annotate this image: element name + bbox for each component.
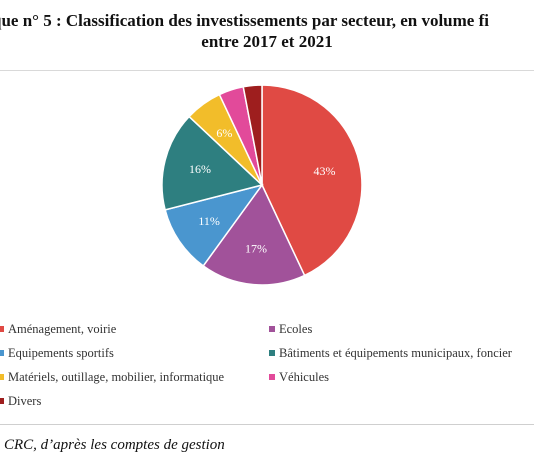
legend-swatch xyxy=(0,398,4,405)
legend-label: Matériels, outillage, mobilier, informat… xyxy=(8,370,225,384)
legend-item-1: Ecoles xyxy=(269,322,312,336)
legend-label: Véhicules xyxy=(279,370,329,384)
legend-label: Equipements sportifs xyxy=(8,346,114,360)
pie-label-1: 17% xyxy=(245,242,267,256)
pie-label-2: 11% xyxy=(198,214,220,228)
pie-slice-6 xyxy=(242,84,263,186)
legend-label: Ecoles xyxy=(279,322,313,336)
legend-swatch xyxy=(269,374,275,381)
legend-item-6: Divers xyxy=(0,394,41,408)
legend-swatch xyxy=(0,326,4,333)
pie-slice-2 xyxy=(164,183,264,267)
chart-title-line1: que n° 5 : Classification des investisse… xyxy=(0,11,489,30)
title-divider xyxy=(0,70,534,71)
chart-legend: Aménagement, voirie Ecoles Equipements spo… xyxy=(0,312,534,412)
legend-swatch xyxy=(0,374,4,381)
chart-title-line2: entre 2017 et 2021 xyxy=(201,32,333,51)
legend-label: Divers xyxy=(8,394,42,408)
pie-label-0: 43% xyxy=(314,164,336,178)
legend-item-5: Véhicules xyxy=(269,370,329,384)
pie-slice-3 xyxy=(161,115,264,211)
legend-label: Aménagement, voirie xyxy=(8,322,117,336)
legend-item-2: Equipements sportifs xyxy=(0,346,114,360)
legend-swatch xyxy=(269,326,275,333)
pie-slice-1 xyxy=(202,183,306,286)
legend-item-4: Matériels, outillage, mobilier, informat… xyxy=(0,370,224,384)
pie-chart: 43% 17% 11% 16% 6% xyxy=(161,84,363,286)
pie-label-4: 6% xyxy=(216,126,232,140)
legend-label: Bâtiments et équipements municipaux, fon… xyxy=(279,346,512,360)
source-divider xyxy=(0,424,534,425)
legend-swatch xyxy=(0,350,4,357)
source-text: CRC, d’après les comptes de gestion xyxy=(4,437,225,453)
legend-item-3: Bâtiments et équipements municipaux, fon… xyxy=(269,346,512,360)
legend-item-0: Aménagement, voirie xyxy=(0,322,116,336)
pie-slice-0 xyxy=(261,84,363,277)
pie-label-3: 16% xyxy=(189,162,211,176)
legend-swatch xyxy=(269,350,275,357)
